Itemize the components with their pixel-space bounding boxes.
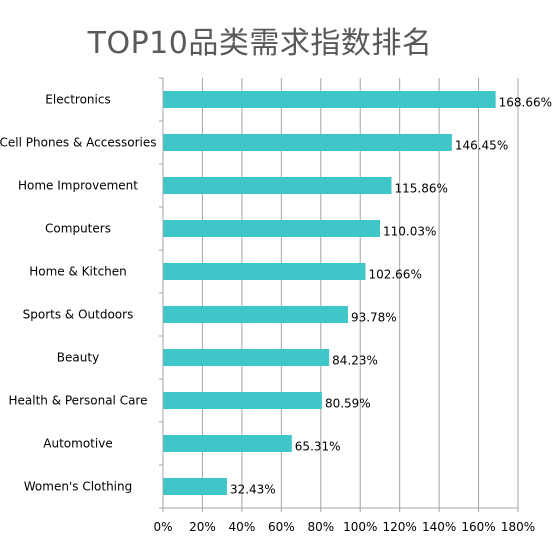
x-tick-label: 100% [343, 520, 377, 534]
bar [163, 220, 381, 237]
data-label: 84.23% [332, 354, 378, 368]
data-label: 93.78% [351, 311, 397, 325]
data-label: 168.66% [499, 96, 552, 110]
data-label: 80.59% [325, 397, 371, 411]
category-label: Beauty [57, 351, 99, 365]
category-label: Cell Phones & Accessories [0, 136, 156, 150]
bar [163, 91, 496, 108]
chart-title: TOP10品类需求指数排名 [87, 26, 433, 61]
bar [163, 134, 452, 151]
category-label: Women's Clothing [24, 480, 132, 494]
x-tick-label: 0% [153, 520, 172, 534]
bar [163, 177, 392, 194]
data-label: 146.45% [455, 139, 508, 153]
category-label: Home Improvement [18, 179, 138, 193]
bar [163, 478, 227, 495]
data-label: 110.03% [383, 225, 436, 239]
category-label: Computers [45, 222, 111, 236]
x-tick-label: 180% [501, 520, 535, 534]
bar [163, 306, 348, 323]
x-tick-label: 120% [383, 520, 417, 534]
bar [163, 263, 366, 280]
category-label: Health & Personal Care [8, 394, 147, 408]
data-label: 102.66% [368, 268, 421, 282]
bar [163, 435, 292, 452]
bar [163, 349, 330, 366]
x-tick-label: 160% [461, 520, 495, 534]
category-label: Sports & Outdoors [23, 308, 134, 322]
category-label: Electronics [45, 93, 110, 107]
x-tick-label: 140% [422, 520, 456, 534]
x-tick-label: 60% [268, 520, 295, 534]
data-label: 32.43% [230, 483, 276, 497]
data-label: 65.31% [295, 440, 341, 454]
category-label: Automotive [43, 437, 112, 451]
x-tick-label: 20% [189, 520, 216, 534]
data-label: 115.86% [395, 182, 448, 196]
bar [163, 392, 322, 409]
x-tick-label: 40% [229, 520, 256, 534]
category-label: Home & Kitchen [29, 265, 127, 279]
x-tick-label: 80% [307, 520, 334, 534]
